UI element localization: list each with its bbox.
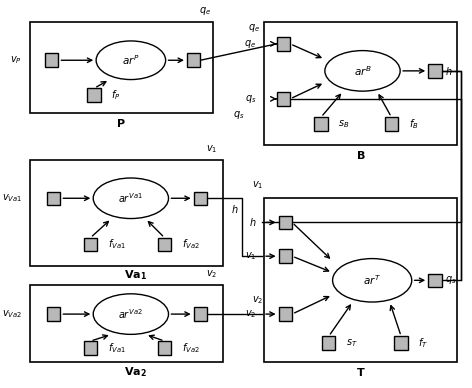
Bar <box>278 249 292 263</box>
Bar <box>428 274 442 287</box>
Text: $ar^P$: $ar^P$ <box>122 54 140 67</box>
Ellipse shape <box>93 178 169 218</box>
Bar <box>30 285 223 362</box>
Bar <box>158 341 171 355</box>
Text: $v_1$: $v_1$ <box>252 179 263 191</box>
Text: $v_2$: $v_2$ <box>252 294 263 307</box>
Text: $f_{Va1}$: $f_{Va1}$ <box>108 341 126 355</box>
Bar <box>385 117 398 131</box>
Text: $q_s$: $q_s$ <box>445 274 456 286</box>
Text: $v_2$: $v_2$ <box>245 308 256 320</box>
Text: $q_e$: $q_e$ <box>248 22 261 34</box>
Text: $v_2$: $v_2$ <box>206 268 218 280</box>
Bar <box>30 160 223 266</box>
Text: $q_e$: $q_e$ <box>199 5 211 17</box>
Text: $ar^T$: $ar^T$ <box>363 274 381 287</box>
Bar <box>47 307 60 321</box>
Text: $h$: $h$ <box>249 217 256 229</box>
Bar <box>322 336 336 350</box>
Text: $q_e$: $q_e$ <box>244 38 256 50</box>
Text: $v_1$: $v_1$ <box>245 250 256 262</box>
Bar <box>278 307 292 321</box>
Ellipse shape <box>93 294 169 334</box>
Bar <box>187 54 200 67</box>
Text: $v_P$: $v_P$ <box>10 54 22 66</box>
Bar <box>84 341 97 355</box>
Bar <box>395 336 408 350</box>
Text: $q_s$: $q_s$ <box>245 93 256 105</box>
Text: $ar^{Va1}$: $ar^{Va1}$ <box>118 191 143 205</box>
Text: $q_s$: $q_s$ <box>233 109 245 121</box>
Text: $f_P$: $f_P$ <box>110 88 120 102</box>
Bar <box>277 37 290 50</box>
Text: $f_{Va2}$: $f_{Va2}$ <box>182 238 200 251</box>
Text: $s_B$: $s_B$ <box>338 118 350 130</box>
Text: $\bf{B}$: $\bf{B}$ <box>356 149 365 161</box>
Text: $\bf{T}$: $\bf{T}$ <box>356 366 365 378</box>
Text: $\bf{Va_1}$: $\bf{Va_1}$ <box>124 268 147 282</box>
Text: $f_T$: $f_T$ <box>419 336 429 350</box>
Bar <box>45 54 59 67</box>
Bar <box>194 192 207 205</box>
Text: $f_{Va1}$: $f_{Va1}$ <box>108 238 126 251</box>
Text: $ar^B$: $ar^B$ <box>354 64 371 78</box>
Text: $v_{Va2}$: $v_{Va2}$ <box>1 308 22 320</box>
Bar <box>158 238 171 251</box>
Bar <box>30 22 213 113</box>
Text: $f_B$: $f_B$ <box>409 117 419 131</box>
Bar <box>314 117 328 131</box>
Text: $ar^{Va2}$: $ar^{Va2}$ <box>118 307 143 321</box>
Bar <box>264 22 457 145</box>
Text: $f_{Va2}$: $f_{Va2}$ <box>182 341 200 355</box>
Text: $v_{Va1}$: $v_{Va1}$ <box>1 192 22 204</box>
Text: $v_1$: $v_1$ <box>206 143 218 155</box>
Text: $\bf{Va_2}$: $\bf{Va_2}$ <box>124 365 147 379</box>
Bar <box>87 88 101 102</box>
Ellipse shape <box>96 41 166 80</box>
Text: $h$: $h$ <box>445 65 452 77</box>
Text: $s_T$: $s_T$ <box>346 337 358 349</box>
Bar <box>84 238 97 251</box>
Text: $\bf{P}$: $\bf{P}$ <box>117 117 126 129</box>
Bar <box>428 64 442 78</box>
Bar <box>264 198 457 362</box>
Bar <box>194 307 207 321</box>
Bar <box>47 192 60 205</box>
Bar <box>277 92 290 106</box>
Bar <box>278 216 292 229</box>
Text: $h$: $h$ <box>231 203 239 215</box>
Ellipse shape <box>325 50 400 91</box>
Ellipse shape <box>333 258 412 302</box>
